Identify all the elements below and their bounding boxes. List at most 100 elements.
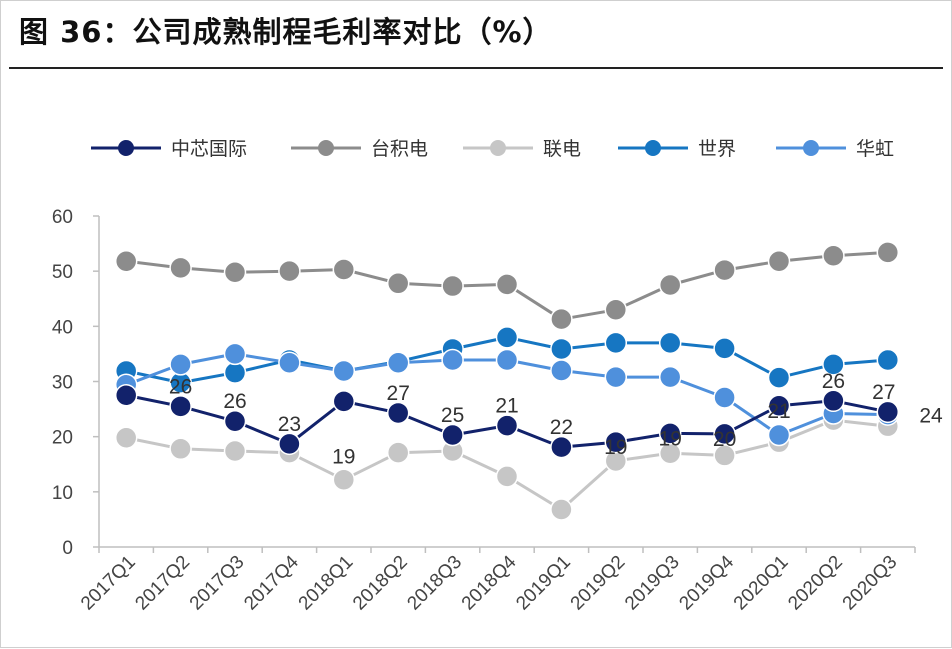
data-point-s4-2 (223, 342, 247, 366)
legend-label-0: 中芯国际 (171, 138, 247, 160)
data-label-extra: 24 (919, 405, 943, 428)
data-point-s1-8 (550, 307, 573, 331)
data-point-s4-5 (386, 351, 410, 374)
data-point-s1-0 (114, 249, 138, 273)
data-point-s1-11 (713, 258, 736, 282)
x-tick-label: 2017Q2 (131, 552, 194, 615)
data-point-s3-10 (658, 331, 682, 355)
legend-marker-0 (118, 140, 134, 156)
x-tick-label: 2019Q4 (675, 551, 738, 614)
data-label-11: 20 (713, 428, 736, 451)
x-tick-label: 2017Q3 (186, 552, 249, 615)
data-point-s0-0 (114, 384, 138, 407)
data-point-s4-12 (767, 423, 791, 447)
legend-marker-3 (645, 140, 661, 156)
data-point-s0-11 (713, 422, 736, 446)
data-point-s3-2 (223, 361, 247, 384)
data-point-s4-6 (441, 348, 464, 372)
data-point-s0-10 (658, 422, 682, 445)
data-point-s4-3 (278, 351, 301, 374)
data-label-13: 26 (822, 370, 845, 393)
x-tick-label: 2017Q1 (77, 552, 140, 615)
data-label-6: 25 (441, 404, 464, 427)
data-point-s0-4 (332, 390, 356, 413)
data-point-s2-5 (386, 441, 410, 464)
x-tick-label: 2018Q4 (458, 551, 521, 614)
data-point-s3-8 (550, 337, 573, 361)
legend-label-3: 世界 (698, 138, 736, 160)
data-point-s1-4 (332, 258, 356, 281)
data-label-12: 21 (767, 400, 790, 423)
data-label-7: 21 (495, 395, 518, 418)
data-point-s4-10 (658, 365, 682, 389)
data-point-s2-8 (550, 498, 573, 521)
legend-marker-4 (803, 140, 819, 156)
data-label-4: 19 (332, 445, 355, 468)
data-point-s0-1 (169, 395, 192, 418)
x-tick-label: 2020Q3 (839, 552, 902, 615)
data-point-s1-13 (822, 244, 845, 267)
y-tick-label: 50 (52, 262, 73, 283)
x-tick-label: 2018Q3 (403, 552, 466, 615)
data-point-s3-14 (876, 348, 900, 372)
x-tick-label: 2018Q1 (295, 552, 358, 615)
data-point-s0-3 (278, 432, 301, 456)
data-point-s1-12 (767, 249, 791, 273)
y-tick-label: 30 (52, 373, 73, 394)
x-tick-label: 2020Q2 (784, 552, 847, 615)
data-point-s3-13 (822, 353, 845, 376)
data-point-s1-1 (169, 256, 192, 280)
data-label-2: 26 (223, 390, 246, 413)
y-tick-label: 0 (62, 538, 73, 559)
data-point-s1-7 (495, 273, 519, 296)
data-point-s4-1 (169, 353, 192, 376)
x-tick-label: 2019Q2 (567, 552, 630, 615)
title-divider (9, 67, 943, 69)
data-point-s0-5 (386, 401, 410, 425)
data-point-s3-9 (604, 331, 628, 355)
data-point-s0-9 (604, 430, 628, 454)
data-point-s2-4 (332, 468, 356, 491)
legend-marker-1 (318, 140, 334, 156)
data-point-s4-7 (495, 348, 519, 372)
legend-marker-2 (490, 140, 506, 156)
data-point-s1-5 (386, 272, 410, 295)
data-point-s3-7 (495, 326, 519, 349)
chart-title: 图 36：公司成熟制程毛利率对比（%） (19, 15, 553, 49)
x-tick-label: 2019Q3 (621, 552, 684, 615)
x-tick-label: 2020Q1 (730, 552, 793, 615)
data-label-1: 26 (169, 375, 192, 398)
x-tick-label: 2019Q1 (512, 552, 575, 615)
data-label-9: 19 (604, 436, 627, 459)
data-point-s2-1 (169, 437, 192, 461)
y-tick-label: 10 (52, 483, 73, 504)
data-point-s1-6 (441, 274, 464, 298)
legend-label-4: 华虹 (856, 138, 894, 160)
data-point-s0-6 (441, 423, 464, 447)
data-point-s0-8 (550, 435, 573, 459)
data-point-s1-14 (876, 241, 900, 264)
data-point-s0-12 (767, 394, 791, 418)
data-point-s2-0 (114, 426, 138, 450)
x-tick-label: 2017Q4 (240, 551, 303, 614)
data-label-8: 22 (550, 416, 573, 439)
data-point-s1-2 (223, 261, 247, 284)
data-point-s1-10 (658, 273, 682, 297)
data-label-10: 19 (659, 427, 682, 450)
data-point-s2-2 (223, 439, 247, 463)
y-tick-label: 60 (52, 207, 73, 228)
data-point-s3-12 (767, 366, 791, 389)
data-point-s0-14 (876, 400, 900, 424)
data-label-5: 27 (387, 382, 410, 405)
data-point-s3-11 (713, 337, 736, 360)
data-label-14: 27 (872, 381, 895, 404)
legend-label-1: 台积电 (371, 138, 428, 160)
legend-label-2: 联电 (543, 138, 581, 160)
y-tick-label: 20 (52, 428, 73, 449)
data-point-s2-7 (495, 465, 519, 488)
data-point-s0-2 (223, 409, 247, 433)
x-tick-label: 2018Q2 (349, 552, 412, 615)
data-point-s4-8 (550, 359, 573, 382)
data-point-s0-13 (822, 389, 845, 413)
